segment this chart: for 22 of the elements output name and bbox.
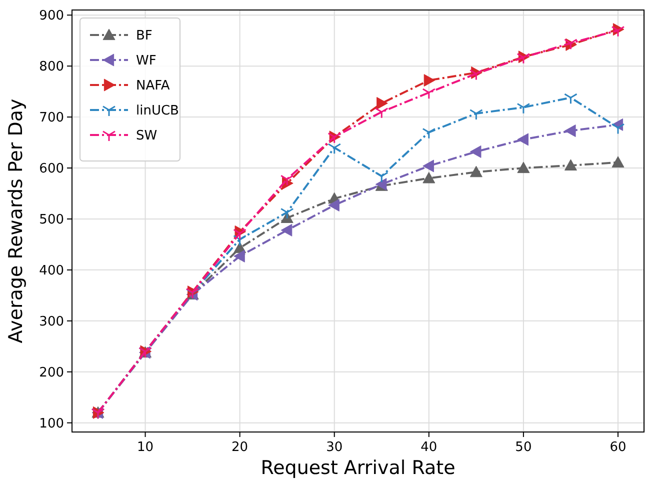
x-tick-label: 50 [515, 440, 532, 455]
x-axis-title: Request Arrival Rate [260, 457, 456, 479]
y-axis-title: Average Rewards Per Day [5, 98, 27, 344]
y-tick-label: 400 [39, 263, 64, 278]
x-tick-label: 40 [420, 440, 438, 455]
y-tick-label: 100 [39, 416, 64, 432]
y-tick-label: 700 [39, 110, 64, 126]
y-tick-label: 500 [39, 212, 64, 228]
x-tick-label: 10 [137, 440, 154, 455]
y-tick-label: 200 [39, 365, 64, 380]
y-tick-label: 800 [39, 60, 64, 75]
legend-label: WF [136, 54, 156, 69]
x-tick-label: 60 [610, 440, 626, 455]
legend-label: BF [136, 28, 152, 44]
y-tick-label: 300 [39, 314, 64, 330]
y-tick-label: 600 [39, 162, 64, 177]
legend-label: linUCB [136, 104, 179, 119]
legend-label: SW [136, 128, 158, 144]
x-tick-label: 20 [232, 440, 248, 455]
legend-label: NAFA [136, 78, 170, 94]
y-tick-label: 900 [39, 8, 64, 24]
x-tick-label: 30 [326, 440, 343, 455]
